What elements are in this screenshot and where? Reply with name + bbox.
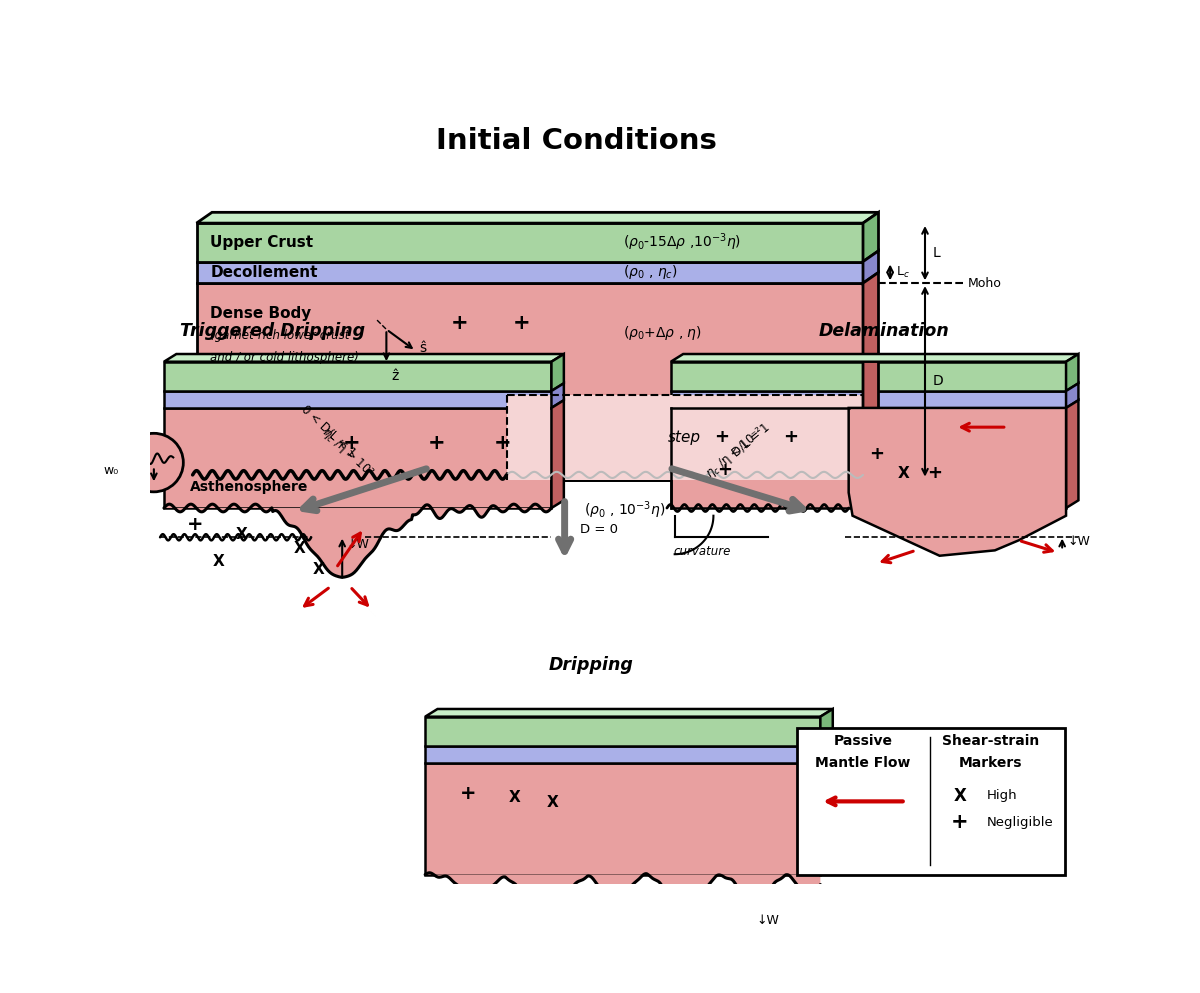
Text: L: L [932, 246, 941, 260]
Text: step: step [668, 430, 701, 445]
Text: +: + [494, 433, 511, 453]
Text: ($\rho_0$+$\Delta\rho$ , $\eta$): ($\rho_0$+$\Delta\rho$ , $\eta$) [623, 325, 702, 343]
Text: Passive: Passive [834, 734, 893, 748]
Polygon shape [425, 763, 821, 875]
Text: and / or cold lithosphere): and / or cold lithosphere) [210, 351, 359, 363]
Text: +: + [952, 812, 968, 832]
Text: X: X [509, 790, 520, 805]
Text: 0 < D/L < 1: 0 < D/L < 1 [299, 403, 358, 460]
Text: +: + [784, 428, 798, 446]
Text: Upper Crust: Upper Crust [210, 235, 313, 250]
Text: X: X [954, 787, 966, 805]
Text: +: + [460, 784, 476, 803]
Text: X: X [547, 795, 559, 810]
Text: +: + [514, 313, 530, 334]
Text: Shear-strain: Shear-strain [942, 734, 1039, 748]
Text: +: + [926, 465, 942, 483]
Text: +: + [187, 515, 203, 534]
Text: w₀: w₀ [103, 464, 119, 477]
Text: Asthenosphere: Asthenosphere [190, 481, 308, 495]
Polygon shape [863, 213, 878, 261]
Text: D: D [932, 374, 943, 388]
Text: L$_c$: L$_c$ [896, 265, 910, 280]
Polygon shape [848, 408, 1066, 556]
Circle shape [125, 433, 184, 492]
Text: Dense Body: Dense Body [210, 306, 312, 322]
Text: High: High [986, 789, 1018, 802]
Text: Moho: Moho [967, 277, 1002, 290]
Text: $\eta_c$ /η < 10⁻²: $\eta_c$ /η < 10⁻² [702, 424, 768, 483]
Text: D/L = 1: D/L = 1 [730, 421, 772, 460]
Text: X: X [898, 466, 910, 481]
Polygon shape [1066, 383, 1079, 408]
Text: (garnet-rich lower crust: (garnet-rich lower crust [210, 330, 350, 343]
Text: ẑ: ẑ [391, 369, 398, 383]
Text: Decollement: Decollement [210, 265, 318, 280]
Polygon shape [197, 223, 863, 261]
Text: ↓W: ↓W [347, 538, 370, 551]
Polygon shape [671, 355, 1079, 361]
Polygon shape [164, 391, 552, 408]
Polygon shape [821, 738, 833, 763]
Text: Markers: Markers [959, 756, 1022, 770]
Text: X: X [313, 562, 325, 577]
Polygon shape [197, 261, 863, 283]
Text: X: X [212, 554, 224, 569]
Text: Delamination: Delamination [818, 322, 949, 341]
Polygon shape [671, 408, 1066, 508]
Text: +: + [428, 433, 445, 453]
Text: ($\rho_0$ , $\eta_c$): ($\rho_0$ , $\eta_c$) [623, 263, 678, 281]
Polygon shape [164, 504, 552, 577]
Polygon shape [671, 391, 1066, 408]
Text: X: X [294, 540, 306, 555]
Text: +: + [451, 313, 469, 334]
Text: D = 0: D = 0 [580, 523, 618, 536]
Text: $\eta_c$ /η > 10²: $\eta_c$ /η > 10² [318, 424, 377, 481]
Text: ŝ: ŝ [419, 341, 426, 355]
Text: +: + [714, 428, 728, 446]
Text: curvature: curvature [673, 545, 731, 558]
Polygon shape [552, 355, 564, 391]
Text: ($\rho_0$-15$\Delta\rho$ ,10$^{-3}$$\eta$): ($\rho_0$-15$\Delta\rho$ ,10$^{-3}$$\eta… [623, 231, 740, 253]
Polygon shape [1066, 400, 1079, 508]
Polygon shape [821, 709, 833, 746]
Text: ($\rho_0$ , 10$^{-3}$$\eta$): ($\rho_0$ , 10$^{-3}$$\eta$) [584, 499, 666, 521]
Polygon shape [425, 746, 821, 763]
Polygon shape [425, 873, 821, 926]
Polygon shape [863, 251, 878, 283]
Text: Negligible: Negligible [986, 815, 1054, 829]
Polygon shape [164, 361, 552, 391]
Text: Dripping: Dripping [548, 656, 634, 674]
Polygon shape [164, 408, 552, 508]
Text: +: + [343, 433, 360, 453]
Polygon shape [821, 756, 833, 875]
Polygon shape [506, 395, 863, 480]
Text: Initial Conditions: Initial Conditions [436, 127, 716, 155]
Text: ↓W: ↓W [756, 915, 779, 927]
Polygon shape [1066, 355, 1079, 391]
Polygon shape [863, 272, 878, 480]
Text: X: X [235, 527, 247, 542]
Polygon shape [197, 283, 863, 480]
Text: +: + [718, 461, 732, 479]
Polygon shape [671, 361, 1066, 391]
Polygon shape [164, 355, 564, 361]
Polygon shape [797, 728, 1064, 875]
Polygon shape [552, 383, 564, 408]
Polygon shape [425, 709, 833, 717]
Text: Triggered Dripping: Triggered Dripping [180, 322, 365, 341]
Text: Mantle Flow: Mantle Flow [815, 756, 911, 770]
Polygon shape [425, 717, 821, 746]
Text: ↓W: ↓W [1068, 535, 1091, 548]
Polygon shape [197, 213, 878, 223]
Polygon shape [552, 400, 564, 508]
Text: +: + [869, 445, 883, 463]
